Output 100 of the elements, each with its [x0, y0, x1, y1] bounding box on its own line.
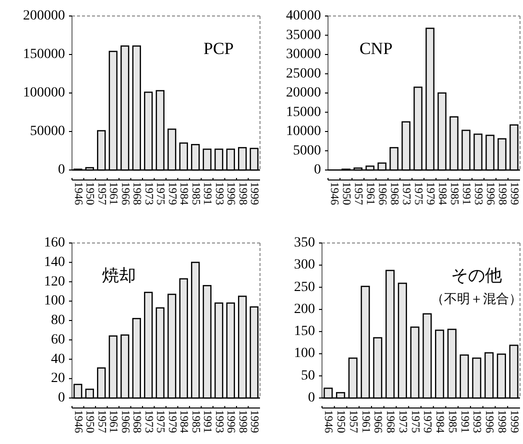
y-tick-label: 20 — [51, 371, 65, 386]
x-tick-label: 1996 — [484, 182, 496, 206]
y-tick-label: 60 — [51, 332, 65, 348]
x-tick-label: 1993 — [212, 182, 225, 206]
x-tick-label: 1966 — [372, 410, 384, 434]
x-tick-label: 1946 — [328, 182, 340, 206]
y-tick-label: 80 — [51, 313, 65, 328]
x-tick-label: 1966 — [118, 410, 131, 434]
x-tick-label: 1968 — [384, 410, 396, 434]
y-tick-label: 100000 — [23, 86, 65, 100]
y-tick-label: 50000 — [30, 124, 65, 139]
x-tick-label: 1973 — [142, 410, 154, 434]
y-tick-label: 0 — [58, 390, 65, 406]
x-tick-label: 1979 — [421, 410, 434, 434]
x-tick-label: 1975 — [408, 410, 421, 434]
y-tick-label: 300 — [294, 258, 315, 273]
y-tick-label: 200 — [294, 302, 315, 317]
x-tick-label: 1946 — [72, 410, 84, 434]
annotation: PCP — [204, 39, 234, 58]
y-tick-label: 100 — [294, 346, 315, 362]
x-tick-label: 1961 — [359, 410, 372, 434]
y-tick-label: 0 — [308, 390, 315, 406]
x-tick-label: 1966 — [376, 182, 388, 206]
x-tick-label: 1975 — [412, 182, 424, 206]
x-tick-label: 1961 — [107, 182, 120, 206]
x-tick-label: 1998 — [236, 410, 248, 434]
y-tick-label: 15000 — [286, 104, 321, 120]
y-tick-label: 40000 — [286, 8, 321, 24]
x-tick-label: 1984 — [434, 410, 446, 434]
x-tick-label: 1999 — [508, 182, 520, 206]
x-tick-label: 1985 — [448, 182, 460, 206]
y-tick-label: 25000 — [286, 66, 321, 82]
x-tick-label: 1984 — [178, 410, 190, 434]
x-tick-label: 1950 — [340, 182, 352, 206]
y-tick-label: 150 — [294, 324, 315, 340]
y-tick-label: 50 — [301, 368, 315, 384]
y-tick-label: 200000 — [23, 8, 65, 24]
x-tick-label: 1957 — [95, 410, 108, 434]
x-tick-label: 1991 — [460, 182, 472, 206]
y-tick-label: 350 — [294, 236, 315, 250]
x-tick-label: 1975 — [154, 182, 166, 206]
y-tick-label: 250 — [294, 280, 315, 295]
x-tick-label: 1991 — [201, 410, 214, 434]
x-tick-label: 1973 — [142, 182, 154, 206]
x-tick-label: 1985 — [189, 410, 202, 434]
x-tick-label: 1975 — [154, 410, 166, 434]
x-tick-label: 1979 — [166, 410, 178, 434]
x-tick-label: 1993 — [212, 410, 225, 434]
x-tick-label: 1999 — [248, 410, 260, 434]
y-tick-label: 10000 — [286, 124, 321, 139]
x-tick-label: 1968 — [130, 182, 143, 206]
y-tick-label: 160 — [44, 236, 65, 250]
x-tick-label: 1996 — [483, 410, 496, 434]
x-tick-label: 1993 — [472, 182, 484, 206]
y-tick-label: 35000 — [286, 28, 321, 43]
x-tick-label: 1984 — [178, 182, 190, 206]
annotation: CNP — [359, 39, 393, 58]
x-tick-label: 1946 — [322, 410, 334, 434]
x-tick-label: 1979 — [424, 182, 436, 206]
x-tick-label: 1999 — [508, 410, 520, 434]
x-tick-label: 1950 — [84, 410, 96, 434]
x-tick-label: 1966 — [118, 182, 131, 206]
x-tick-label: 1984 — [436, 182, 448, 206]
x-tick-label: 1973 — [400, 182, 412, 206]
x-tick-label: 1973 — [396, 410, 408, 434]
x-tick-label: 1957 — [352, 182, 364, 206]
y-tick-label: 140 — [44, 254, 65, 270]
annotation: その他 — [450, 266, 502, 285]
y-tick-label: 150000 — [23, 47, 65, 62]
x-tick-label: 1985 — [189, 182, 202, 206]
x-tick-label: 1979 — [166, 182, 178, 206]
x-tick-label: 1999 — [248, 182, 260, 206]
x-tick-label: 1961 — [107, 410, 120, 434]
x-tick-label: 1998 — [236, 182, 248, 206]
annotation: 焼却 — [102, 266, 136, 285]
y-tick-label: 40 — [51, 352, 65, 367]
x-tick-label: 1950 — [84, 182, 96, 206]
y-tick-label: 5000 — [293, 143, 321, 158]
x-tick-label: 1996 — [224, 410, 237, 434]
y-tick-label: 0 — [58, 162, 65, 178]
y-tick-label: 30000 — [286, 47, 321, 62]
x-tick-label: 1985 — [446, 410, 458, 434]
x-tick-label: 1961 — [364, 182, 376, 206]
x-tick-label: 1991 — [458, 410, 470, 434]
x-tick-label: 1968 — [130, 410, 143, 434]
annotation: （不明＋混合） — [430, 291, 522, 306]
x-tick-label: 1998 — [495, 410, 508, 434]
y-tick-label: 20000 — [286, 86, 321, 100]
x-tick-label: 1957 — [95, 182, 108, 206]
x-tick-label: 1946 — [72, 182, 84, 206]
x-tick-label: 1950 — [334, 410, 347, 434]
y-tick-label: 0 — [314, 162, 321, 178]
y-tick-label: 100 — [44, 294, 65, 309]
x-tick-label: 1968 — [388, 182, 400, 206]
x-tick-label: 1993 — [470, 410, 483, 434]
x-tick-label: 1996 — [224, 182, 237, 206]
y-tick-label: 120 — [44, 274, 65, 290]
x-tick-label: 1998 — [496, 182, 508, 206]
x-tick-label: 1957 — [346, 410, 359, 434]
x-tick-label: 1991 — [201, 182, 214, 206]
